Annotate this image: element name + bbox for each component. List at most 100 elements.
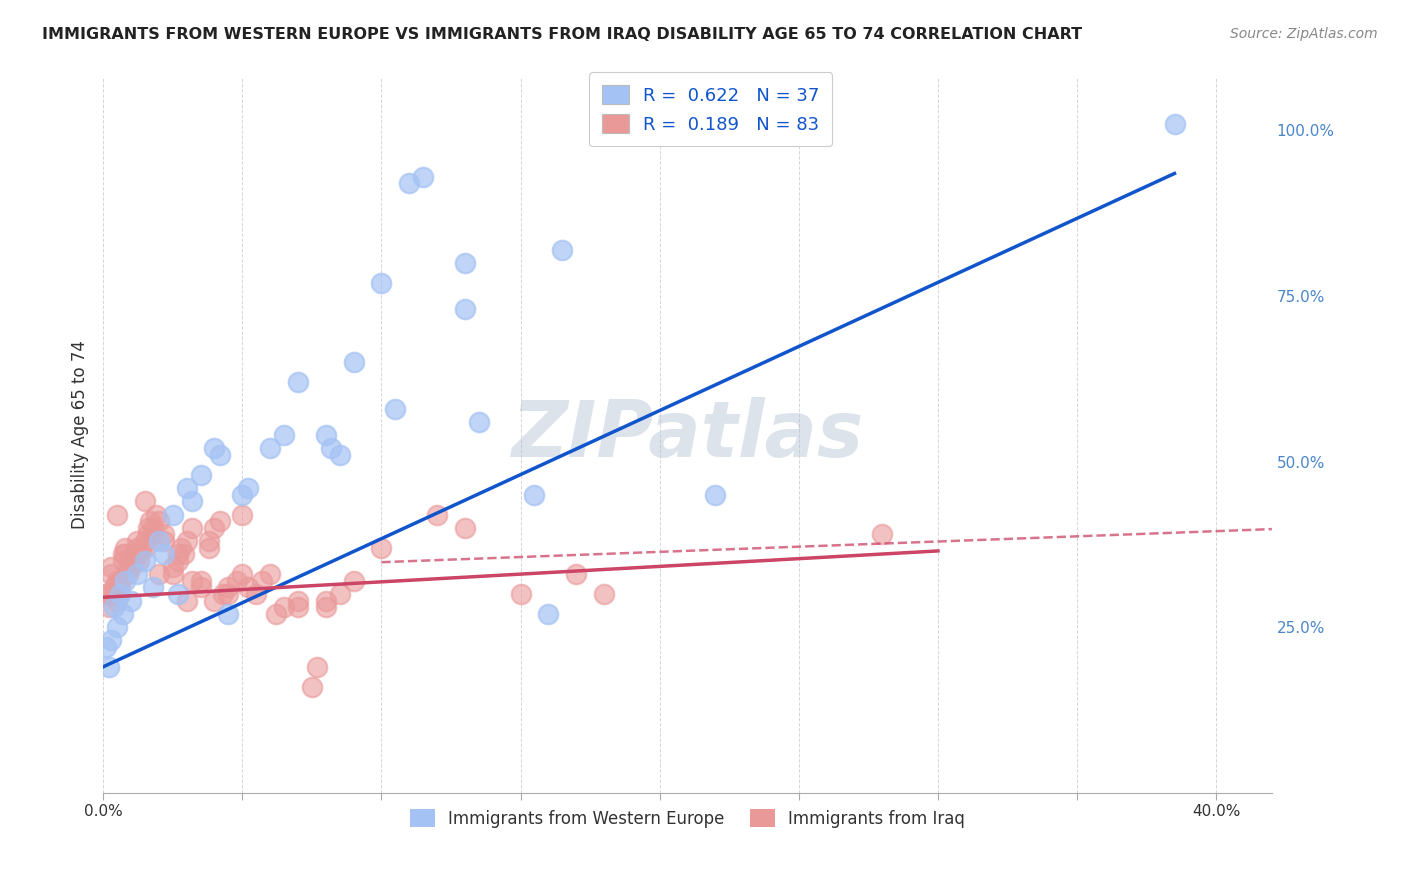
Text: IMMIGRANTS FROM WESTERN EUROPE VS IMMIGRANTS FROM IRAQ DISABILITY AGE 65 TO 74 C: IMMIGRANTS FROM WESTERN EUROPE VS IMMIGR… [42,27,1083,42]
Point [134,534,156,549]
Point [273,600,295,615]
Point [342,574,364,588]
Point [329,448,352,462]
Point [97,600,120,615]
Point [114,541,136,555]
Point [217,580,239,594]
Legend: Immigrants from Western Europe, Immigrants from Iraq: Immigrants from Western Europe, Immigran… [404,803,972,834]
Point [117,567,139,582]
Point [148,534,170,549]
Point [236,580,259,594]
Point [170,541,193,555]
Point [105,574,128,588]
Point [128,547,150,561]
Point [204,521,226,535]
Point [100,560,122,574]
Point [103,587,125,601]
Point [287,600,309,615]
Point [153,547,176,561]
Point [105,593,128,607]
Point [190,574,212,588]
Point [509,587,531,601]
Point [167,554,190,568]
Point [231,508,253,522]
Point [136,527,159,541]
Point [125,541,148,555]
Point [181,574,204,588]
Point [134,494,156,508]
Point [108,580,131,594]
Point [412,169,434,184]
Point [468,415,491,429]
Point [565,567,588,582]
Point [100,633,122,648]
Point [204,442,226,456]
Point [122,547,145,561]
Point [454,521,477,535]
Point [117,560,139,574]
Point [181,521,204,535]
Point [225,574,247,588]
Point [145,508,167,522]
Point [94,587,117,601]
Point [125,567,148,582]
Point [315,600,337,615]
Point [287,375,309,389]
Point [176,593,198,607]
Point [136,521,159,535]
Point [176,481,198,495]
Point [190,467,212,482]
Point [108,574,131,588]
Point [273,428,295,442]
Point [181,494,204,508]
Point [211,587,233,601]
Point [103,580,125,594]
Point [120,593,142,607]
Point [398,177,420,191]
Y-axis label: Disability Age 65 to 74: Disability Age 65 to 74 [72,341,89,530]
Point [114,547,136,561]
Point [231,488,253,502]
Point [236,481,259,495]
Point [108,587,131,601]
Point [162,567,184,582]
Point [142,527,165,541]
Point [250,574,273,588]
Point [259,442,281,456]
Point [105,508,128,522]
Point [120,560,142,574]
Point [287,593,309,607]
Point [111,554,134,568]
Point [111,607,134,621]
Point [259,567,281,582]
Point [370,276,392,290]
Point [97,660,120,674]
Point [454,302,477,317]
Point [131,541,153,555]
Point [153,527,176,541]
Point [111,547,134,561]
Point [198,534,221,549]
Point [208,448,231,462]
Point [176,534,198,549]
Point [134,541,156,555]
Point [134,554,156,568]
Point [307,660,329,674]
Point [105,620,128,634]
Point [114,574,136,588]
Point [148,567,170,582]
Point [342,355,364,369]
Point [329,587,352,601]
Point [264,607,287,621]
Point [190,580,212,594]
Point [523,488,546,502]
Point [128,554,150,568]
Point [551,243,574,257]
Point [872,527,894,541]
Point [120,554,142,568]
Point [426,508,449,522]
Point [173,547,195,561]
Point [125,534,148,549]
Point [315,428,337,442]
Point [537,607,560,621]
